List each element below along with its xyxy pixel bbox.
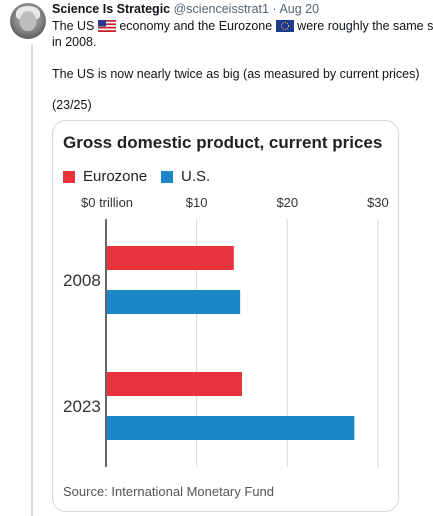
tweet-text-line-3: The US is now nearly twice as big (as me… xyxy=(52,67,420,81)
author-name[interactable]: Science Is Strategic xyxy=(52,2,171,16)
legend-item-eurozone: Eurozone xyxy=(63,168,147,185)
chart-source: Source: International Monetary Fund xyxy=(63,484,275,499)
legend-label-eurozone: Eurozone xyxy=(83,168,148,185)
thread-counter: (23/25) xyxy=(52,98,92,112)
bar-eurozone-2008 xyxy=(107,246,234,270)
y-category-label: 2023 xyxy=(63,397,101,416)
eu-flag-icon xyxy=(275,20,294,32)
x-tick-label: $20 xyxy=(276,195,298,210)
bar-eurozone-2023 xyxy=(107,372,242,396)
chart-title: Gross domestic product, current prices xyxy=(63,133,383,152)
y-category-label: 2008 xyxy=(63,271,101,290)
thread-line xyxy=(31,44,33,516)
x-tick-label: $0 trillion xyxy=(81,195,133,210)
legend-swatch-eurozone xyxy=(63,170,75,183)
avatar[interactable] xyxy=(10,3,46,39)
us-flag-icon xyxy=(97,20,116,32)
tweet-text-segment: economy and the Eurozone xyxy=(115,19,276,33)
legend-label-us: U.S. xyxy=(181,168,211,185)
separator-dot: · xyxy=(272,2,277,16)
x-tick-label: $10 xyxy=(186,195,208,210)
bar-us-2023 xyxy=(107,416,355,440)
legend-swatch-us xyxy=(161,170,173,183)
tweet-text-line-1: The US economy and the Eurozone were rou… xyxy=(52,18,433,34)
x-tick-label: $30 xyxy=(367,195,389,210)
tweet-text-segment: The US xyxy=(52,19,98,33)
tweet-text-segment: were roughly the same size xyxy=(297,19,433,33)
tweet-date[interactable]: Aug 20 xyxy=(279,2,320,16)
tweet-header: Science Is Strategic @scienceisstrat1 · … xyxy=(52,2,319,16)
chart-card[interactable]: Gross domestic product, current prices E… xyxy=(52,120,399,512)
bar-us-2008 xyxy=(107,290,241,314)
legend-item-us: U.S. xyxy=(161,168,210,185)
author-handle[interactable]: @scienceisstrat1 xyxy=(173,2,269,16)
avatar-face xyxy=(20,11,36,31)
bar-chart: $0 trillion $10 $20 $30 2008 2023 xyxy=(63,195,389,467)
tweet-text-line-2: in 2008. xyxy=(52,35,97,49)
